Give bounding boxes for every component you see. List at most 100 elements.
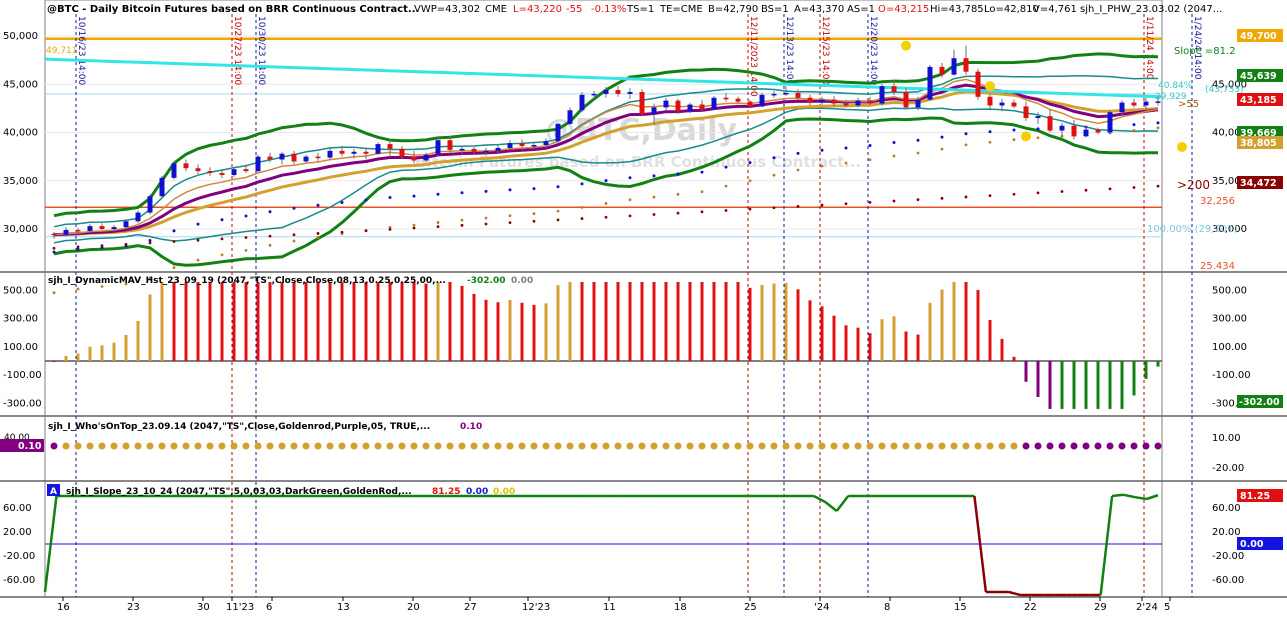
- slope-line-segment: [43, 495, 58, 593]
- candle-body: [939, 66, 945, 75]
- dotted-average-200: [1036, 191, 1040, 195]
- dotted-average-blue: [1012, 128, 1016, 132]
- x-axis-label: 2'24: [1136, 602, 1158, 613]
- histogram-bar: [940, 289, 944, 361]
- whos-on-top-dot: [1094, 442, 1102, 450]
- dotted-average-200: [436, 225, 440, 229]
- histogram-bar: [712, 282, 716, 361]
- dotted-average-55: [316, 235, 320, 239]
- x-axis-label: 11'23: [226, 602, 254, 613]
- dotted-average-blue: [580, 182, 584, 186]
- histogram-tick-label-right: -300.00: [1212, 398, 1251, 409]
- histogram-bar: [748, 287, 752, 361]
- histogram-bar: [256, 282, 260, 361]
- dotted-average-200: [724, 209, 728, 212]
- whos-on-top-dot: [1034, 442, 1042, 450]
- whos-on-top-dot: [494, 442, 502, 450]
- whos-on-top-dot: [374, 442, 382, 450]
- whos-on-top-dot: [770, 442, 778, 450]
- candle-body: [843, 103, 849, 106]
- candle-body: [723, 97, 729, 100]
- price-tick-label-right: 40,000: [1212, 128, 1247, 139]
- candle-body: [1143, 101, 1149, 106]
- slope-line-segment: [1146, 494, 1159, 501]
- histogram-bar: [100, 345, 104, 361]
- study-badge[interactable]: [47, 484, 60, 496]
- dotted-average-200: [340, 230, 344, 234]
- whos-on-top-dot: [434, 442, 442, 450]
- histogram-bar: [124, 334, 128, 361]
- whos-on-top-dot: [506, 442, 514, 450]
- dotted-average-blue: [604, 179, 608, 183]
- candle-body: [279, 153, 285, 160]
- dotted-average-55: [1156, 126, 1160, 130]
- dotted-average-55: [412, 223, 416, 227]
- swing-marker-dot: [985, 81, 995, 92]
- swing-marker-dot: [1177, 141, 1187, 152]
- x-axis-label: 8: [884, 602, 890, 613]
- candle-body: [783, 92, 789, 95]
- dotted-average-blue: [628, 176, 632, 180]
- candle-body: [675, 100, 681, 112]
- whos-on-top-dot: [362, 442, 370, 450]
- candle-body: [459, 148, 465, 151]
- slope-line-segment: [1123, 493, 1136, 499]
- histogram-bar: [952, 282, 956, 361]
- candle-body: [615, 90, 621, 94]
- dotted-average-200: [820, 203, 824, 207]
- whos-on-top-dot: [1058, 442, 1066, 450]
- whos-on-top-dot: [122, 442, 130, 450]
- dotted-average-200: [532, 219, 536, 223]
- whos-on-top-dot: [194, 442, 202, 450]
- candle-body: [699, 104, 705, 110]
- whos-on-top-dot: [1130, 442, 1138, 450]
- candle-body: [1011, 102, 1017, 107]
- dotted-average-55: [940, 147, 944, 151]
- header-bid-size: BS=1: [761, 4, 789, 15]
- dotted-average-200: [460, 223, 464, 227]
- dots-left-tick: 40.00: [4, 433, 30, 443]
- slope-line-segment: [973, 495, 988, 593]
- histogram-bar: [304, 282, 308, 361]
- x-axis-label: 27: [464, 602, 477, 613]
- whos-on-top-dot: [746, 442, 754, 450]
- candle-body: [243, 169, 249, 172]
- session-marker-label: 12/11/2023 14:00: [748, 16, 758, 97]
- price-tag-text: 39,669: [1240, 128, 1277, 139]
- histogram-bar: [1072, 361, 1076, 409]
- histogram-bar: [400, 282, 404, 361]
- x-axis-label: 11: [603, 602, 616, 613]
- candle-body: [1071, 125, 1077, 137]
- histogram-bar: [1084, 361, 1088, 409]
- whos-on-top-dot: [326, 442, 334, 450]
- dotted-average-blue: [988, 130, 992, 134]
- whos-on-top-dot: [110, 442, 118, 450]
- histogram-bar: [988, 319, 992, 361]
- candle-body: [483, 150, 489, 153]
- dotted-average-blue: [868, 143, 872, 147]
- dotted-average-blue: [436, 192, 440, 196]
- candle-body: [183, 163, 189, 169]
- dotted-average-200: [364, 229, 368, 233]
- x-axis-label: 12'23: [522, 602, 550, 613]
- session-marker-label: 10/30/23 14:00: [256, 16, 266, 85]
- dotted-average-blue: [460, 191, 464, 195]
- histogram-bar: [1000, 338, 1004, 361]
- price-tick-label: 45,000: [3, 79, 38, 90]
- dotted-average-200: [892, 199, 896, 203]
- dotted-average-blue: [196, 222, 200, 226]
- histogram-bar: [448, 282, 452, 361]
- dotted-average-blue: [148, 238, 152, 242]
- candle-body: [87, 226, 93, 231]
- x-axis-label: 29: [1094, 602, 1107, 613]
- lower-inner-band: [53, 107, 1159, 244]
- histogram-bar: [376, 282, 380, 361]
- histogram-bar: [820, 306, 824, 361]
- candle-body: [855, 100, 861, 106]
- histogram-bar: [892, 316, 896, 361]
- lower-outer-band: [53, 116, 1158, 267]
- candle-body: [1083, 129, 1089, 137]
- dotted-average-blue: [940, 135, 944, 139]
- whos-on-top-dot: [518, 442, 526, 450]
- histogram-bar: [568, 282, 572, 361]
